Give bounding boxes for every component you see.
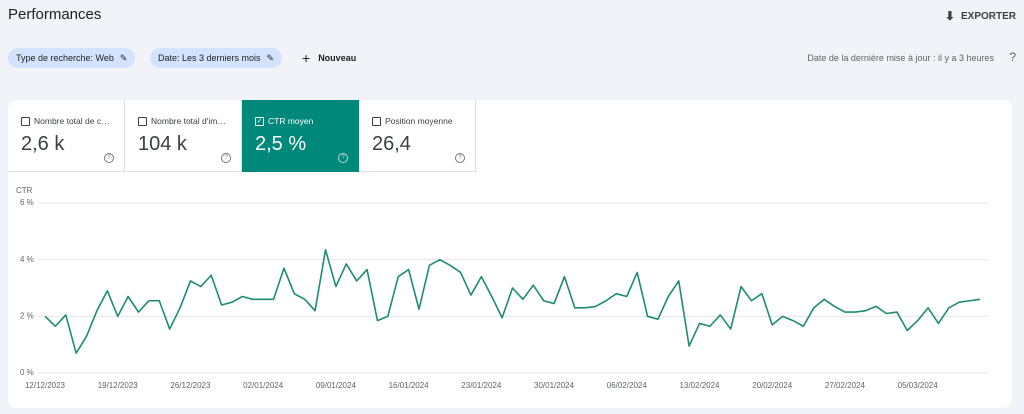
checkbox[interactable]: ✓: [255, 116, 264, 126]
x-tick-label: 16/01/2024: [389, 381, 430, 390]
x-tick-label: 26/12/2023: [170, 381, 211, 390]
x-tick-label: 12/12/2023: [25, 381, 66, 390]
chip-label: Date: Les 3 derniers mois: [158, 53, 261, 63]
card-label: Nombre total de c…: [34, 116, 110, 126]
card-header: Nombre total d'im…: [138, 116, 226, 126]
y-tick-label: 6 %: [20, 198, 34, 207]
card-label: CTR moyen: [268, 116, 314, 126]
x-tick-label: 30/01/2024: [534, 381, 575, 390]
card-header: Position moyenne: [372, 116, 453, 126]
filter-chip[interactable]: Type de recherche: Web ✎: [8, 48, 136, 68]
card-label: Nombre total d'im…: [151, 116, 226, 126]
filter-chip[interactable]: Date: Les 3 derniers mois ✎: [150, 48, 283, 68]
x-tick-label: 06/02/2024: [607, 381, 648, 390]
checkbox[interactable]: [138, 116, 147, 126]
page-title: Performances: [8, 6, 102, 23]
x-tick-label: 27/02/2024: [825, 381, 866, 390]
card-label: Position moyenne: [385, 116, 453, 126]
x-tick-label: 23/01/2024: [461, 381, 502, 390]
checkbox[interactable]: [21, 116, 30, 126]
x-tick-label: 05/03/2024: [898, 381, 939, 390]
help-icon[interactable]: ?: [338, 153, 348, 163]
help-icon[interactable]: ?: [1009, 50, 1016, 64]
card-value: 2,5 %: [255, 133, 307, 155]
help-icon[interactable]: ?: [455, 153, 465, 163]
card-header: ✓ CTR moyen: [255, 116, 313, 126]
card-value: 104 k: [138, 133, 187, 155]
card-value: 2,6 k: [21, 133, 65, 155]
y-tick-label: 2 %: [20, 311, 34, 320]
card-value: 26,4: [372, 133, 411, 155]
update-info: Date de la dernière mise à jour : il y a…: [807, 53, 994, 63]
checkbox[interactable]: [372, 116, 381, 126]
metric-card[interactable]: Nombre total de c… 2,6 k ?: [8, 100, 125, 172]
y-axis-label: CTR: [16, 186, 33, 195]
chip-label: Type de recherche: Web: [16, 53, 114, 63]
metric-card[interactable]: Position moyenne 26,4 ?: [359, 100, 476, 172]
card-header: Nombre total de c…: [21, 116, 110, 126]
x-tick-label: 13/02/2024: [679, 381, 720, 390]
x-tick-label: 19/12/2023: [98, 381, 139, 390]
export-label: EXPORTER: [960, 10, 1016, 22]
y-tick-label: 0 %: [20, 368, 34, 377]
x-tick-label: 09/01/2024: [316, 381, 357, 390]
help-icon[interactable]: ?: [104, 153, 114, 163]
export-button[interactable]: ⬇ EXPORTER: [944, 9, 1016, 23]
x-tick-label: 02/01/2024: [243, 381, 284, 390]
ctr-line: [44, 248, 981, 354]
y-tick-label: 4 %: [20, 255, 34, 264]
help-icon[interactable]: ?: [221, 153, 231, 163]
metric-card[interactable]: Nombre total d'im… 104 k ?: [125, 100, 242, 172]
new-filter[interactable]: + Nouveau: [302, 50, 357, 66]
new-label: Nouveau: [318, 53, 357, 63]
x-tick-label: 20/02/2024: [752, 381, 793, 390]
metric-card[interactable]: ✓ CTR moyen 2,5 % ?: [242, 100, 359, 172]
